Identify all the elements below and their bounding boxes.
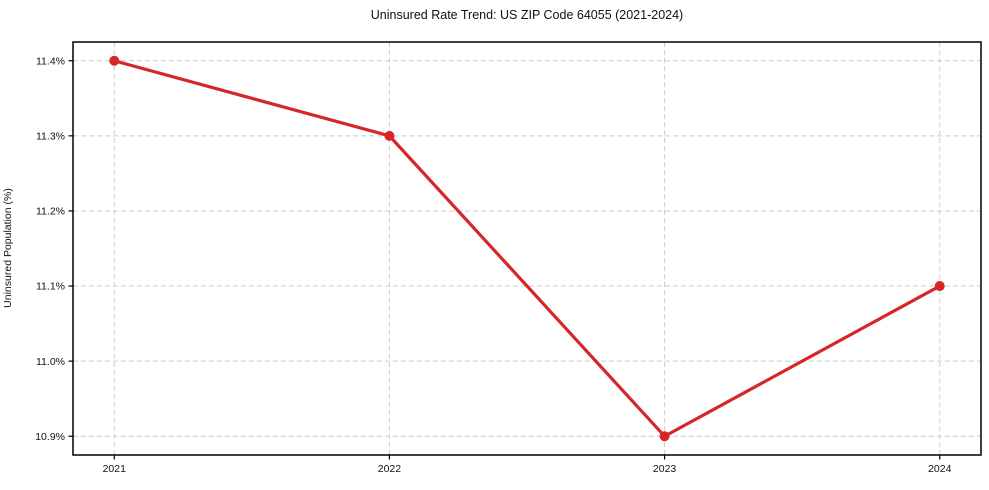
data-point-2024	[934, 281, 945, 292]
chart-title: Uninsured Rate Trend: US ZIP Code 64055 …	[370, 8, 684, 22]
x-tick-label: 2024	[928, 463, 952, 475]
plot-border	[72, 41, 982, 456]
x-tick-label: 2023	[653, 463, 677, 475]
x-tick-label: 2021	[103, 463, 127, 475]
x-tick-label: 2022	[378, 463, 402, 475]
y-tick-label: 11.1%	[36, 281, 65, 293]
data-point-2022	[384, 130, 395, 141]
y-tick-label: 11.0%	[36, 356, 65, 368]
data-point-2023	[659, 431, 670, 442]
trend-line	[112, 59, 942, 438]
data-point-2021	[109, 55, 120, 66]
y-tick-label: 11.3%	[36, 131, 65, 143]
y-tick-label: 10.9%	[35, 431, 65, 443]
y-tick-label: 11.4%	[36, 55, 65, 67]
y-axis-label: Uninsured Population (%)	[2, 188, 14, 308]
y-tick-label: 11.2%	[36, 206, 65, 218]
